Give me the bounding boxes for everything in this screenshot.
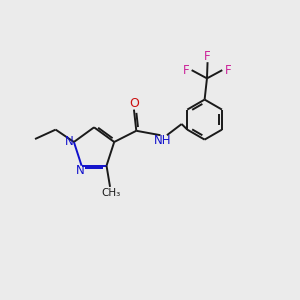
Text: F: F <box>204 50 211 63</box>
Text: O: O <box>129 97 139 110</box>
Text: CH₃: CH₃ <box>102 188 121 198</box>
Text: F: F <box>182 64 189 76</box>
Text: F: F <box>225 64 232 76</box>
Text: N: N <box>64 136 73 148</box>
Text: N: N <box>76 164 85 178</box>
Text: NH: NH <box>154 134 171 147</box>
